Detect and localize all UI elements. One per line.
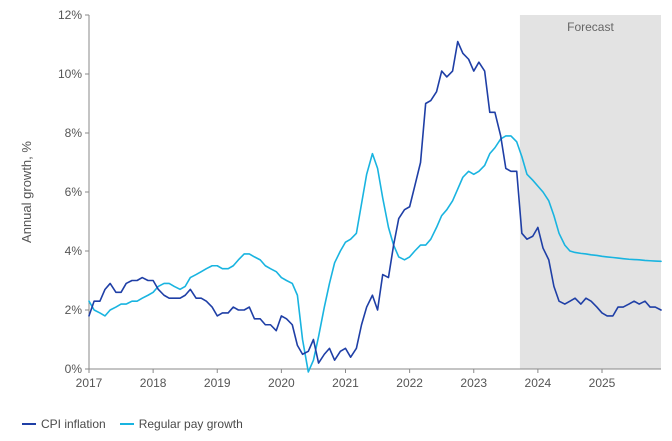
legend-label-cpi: CPI inflation [41,417,106,431]
x-tick-label: 2017 [76,376,103,390]
forecast-shading [519,15,661,369]
legend: CPI inflation Regular pay growth [22,417,243,431]
x-tick-label: 2019 [204,376,231,390]
y-tick-label: 2% [65,303,83,317]
y-tick-label: 8% [65,126,83,140]
forecast-label: Forecast [567,20,614,34]
x-tick-label: 2022 [396,376,423,390]
x-tick-label: 2025 [589,376,616,390]
y-tick-label: 10% [58,67,82,81]
y-tick-label: 6% [65,185,83,199]
x-axis: 2017 2018 2019 2020 2021 2022 2023 2024 2025 [76,369,616,390]
series-line-cpi-inflation [88,40,662,364]
series-layer [88,40,662,373]
y-tick-label: 12% [58,8,82,22]
y-tick-label: 4% [65,244,83,258]
legend-item-pay: Regular pay growth [119,417,243,431]
legend-swatch-pay [119,423,134,425]
y-axis-label: Annual growth, % [19,141,34,243]
x-tick-label: 2024 [525,376,552,390]
legend-item-cpi: CPI inflation [22,417,106,431]
x-tick-label: 2023 [460,376,487,390]
legend-label-pay: Regular pay growth [138,417,243,431]
x-tick-label: 2020 [268,376,295,390]
y-tick-label: 0% [65,362,83,376]
legend-swatch-cpi [22,423,36,425]
series-line-regular-pay-growth [88,135,662,373]
y-axis: 0% 2% 4% 6% 8% 10% 12% [58,8,89,376]
x-tick-label: 2018 [140,376,167,390]
x-tick-label: 2021 [332,376,359,390]
